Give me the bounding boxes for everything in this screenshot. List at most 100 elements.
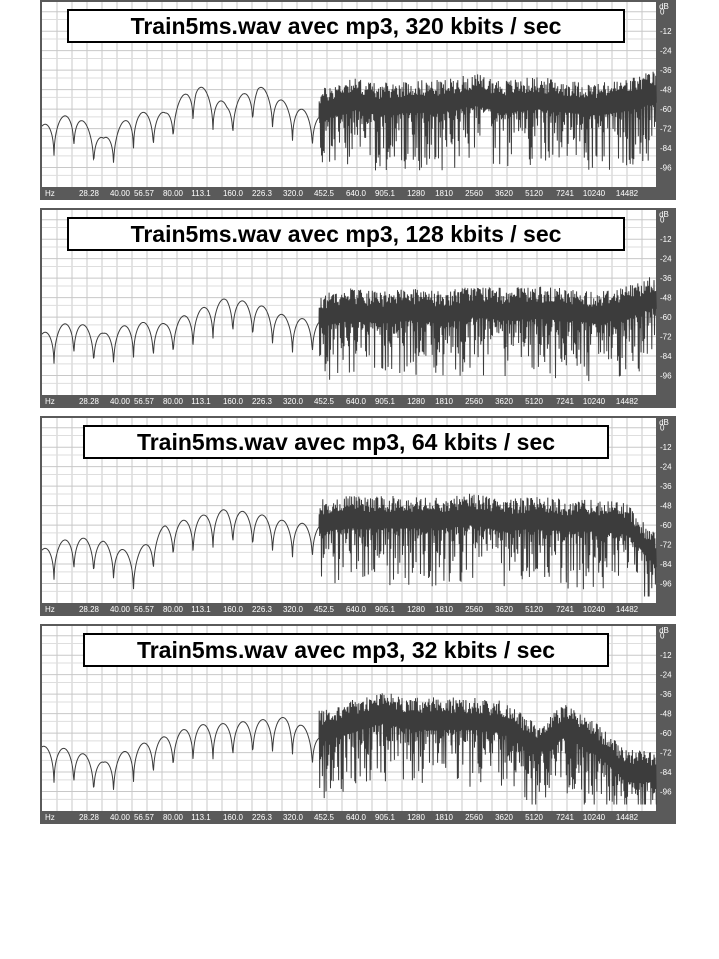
- x-tick-label: 160.0: [223, 189, 244, 198]
- x-tick-label: 56.57: [134, 189, 155, 198]
- x-tick-label: 2560: [465, 605, 483, 614]
- x-tick-label: 10240: [583, 397, 606, 406]
- x-tick-label: 2560: [465, 397, 483, 406]
- x-tick-label: 320.0: [283, 605, 304, 614]
- x-unit-label: Hz: [45, 397, 55, 406]
- x-tick-label: 1280: [407, 189, 425, 198]
- x-tick-label: 640.0: [346, 813, 367, 822]
- x-tick-label: 7241: [556, 189, 574, 198]
- x-tick-label: 640.0: [346, 189, 367, 198]
- x-tick-label: 640.0: [346, 397, 367, 406]
- x-tick-label: 14482: [616, 397, 639, 406]
- x-tick-label: 160.0: [223, 605, 244, 614]
- x-tick-label: 113.1: [191, 605, 211, 614]
- x-tick-label: 452.5: [314, 813, 335, 822]
- x-tick-label: 452.5: [314, 397, 335, 406]
- x-tick-label: 80.00: [163, 813, 184, 822]
- x-tick-label: 640.0: [346, 605, 367, 614]
- spectrum-panel-320: dB 0 -12 -24 -36 -48 -60 -72 -84 -96 Hz 28.28 40.00 5…: [40, 0, 676, 200]
- x-tick-label: 28.28: [79, 813, 100, 822]
- x-tick-label: 160.0: [223, 397, 244, 406]
- spectrum-trace: [41, 693, 657, 805]
- spectrum-panel-64: dB 0 -12 -24 -36 -48 -60 -72 -84 -96 Hz 28.28 40.00 5…: [40, 416, 676, 616]
- y-tick-label: -24: [660, 255, 672, 264]
- x-tick-label: 56.57: [134, 605, 155, 614]
- x-tick-label: 40.00: [110, 397, 131, 406]
- x-tick-label: 56.57: [134, 397, 155, 406]
- x-tick-label: 7241: [556, 813, 574, 822]
- x-tick-label: 905.1: [375, 605, 396, 614]
- x-tick-label: 3620: [495, 813, 513, 822]
- x-tick-label: 7241: [556, 397, 574, 406]
- y-unit-label: dB: [659, 418, 669, 427]
- y-tick-label: -36: [660, 482, 672, 491]
- y-tick-label: 0: [660, 632, 665, 641]
- x-tick-label: 5120: [525, 813, 543, 822]
- y-tick-label: -84: [660, 352, 672, 361]
- x-tick-label: 28.28: [79, 605, 100, 614]
- y-tick-label: -60: [660, 105, 672, 114]
- x-tick-label: 80.00: [163, 605, 184, 614]
- x-tick-label: 40.00: [110, 189, 131, 198]
- y-tick-label: 0: [660, 8, 665, 17]
- y-tick-label: -84: [660, 768, 672, 777]
- spectrum-trace: [41, 277, 657, 382]
- x-tick-label: 226.3: [252, 605, 273, 614]
- spectrum-panel-128: dB 0 -12 -24 -36 -48 -60 -72 -84 -96 Hz 28.28 40.00 5…: [40, 208, 676, 408]
- x-tick-label: 10240: [583, 813, 606, 822]
- y-tick-label: -72: [660, 749, 672, 758]
- y-unit-label: dB: [659, 2, 669, 11]
- spectrum-trace: [41, 71, 657, 171]
- y-tick-label: -48: [660, 294, 672, 303]
- x-tick-label: 1280: [407, 605, 425, 614]
- x-tick-label: 113.1: [191, 397, 211, 406]
- x-tick-label: 14482: [616, 605, 639, 614]
- x-tick-label: 1810: [435, 813, 453, 822]
- x-tick-label: 28.28: [79, 397, 100, 406]
- y-unit-label: dB: [659, 626, 669, 635]
- x-tick-label: 113.1: [191, 813, 211, 822]
- x-unit-label: Hz: [45, 813, 55, 822]
- x-tick-label: 5120: [525, 397, 543, 406]
- x-tick-label: 40.00: [110, 605, 131, 614]
- x-unit-label: Hz: [45, 189, 55, 198]
- y-tick-label: -24: [660, 463, 672, 472]
- chart-title: Train5ms.wav avec mp3, 32 kbits / sec: [83, 633, 609, 667]
- y-tick-label: -12: [660, 27, 672, 36]
- x-tick-label: 905.1: [375, 189, 396, 198]
- y-tick-label: -72: [660, 333, 672, 342]
- x-tick-label: 1280: [407, 397, 425, 406]
- x-tick-label: 3620: [495, 189, 513, 198]
- x-tick-label: 56.57: [134, 813, 155, 822]
- x-tick-label: 5120: [525, 605, 543, 614]
- x-tick-label: 320.0: [283, 189, 304, 198]
- y-tick-label: -60: [660, 313, 672, 322]
- x-tick-label: 7241: [556, 605, 574, 614]
- x-tick-label: 1280: [407, 813, 425, 822]
- x-tick-label: 160.0: [223, 813, 244, 822]
- y-tick-label: -36: [660, 690, 672, 699]
- y-tick-label: -96: [660, 580, 672, 589]
- x-tick-label: 10240: [583, 189, 606, 198]
- x-tick-label: 226.3: [252, 397, 273, 406]
- y-tick-label: -36: [660, 66, 672, 75]
- y-tick-label: -96: [660, 164, 672, 173]
- x-unit-label: Hz: [45, 605, 55, 614]
- x-tick-label: 320.0: [283, 397, 304, 406]
- y-tick-label: 0: [660, 424, 665, 433]
- chart-title: Train5ms.wav avec mp3, 128 kbits / sec: [67, 217, 625, 251]
- x-tick-label: 80.00: [163, 189, 184, 198]
- y-tick-label: -60: [660, 521, 672, 530]
- x-tick-label: 3620: [495, 397, 513, 406]
- y-tick-label: -84: [660, 560, 672, 569]
- x-tick-label: 14482: [616, 189, 639, 198]
- x-tick-label: 1810: [435, 605, 453, 614]
- y-tick-label: -12: [660, 443, 672, 452]
- x-tick-label: 226.3: [252, 189, 273, 198]
- x-tick-label: 2560: [465, 813, 483, 822]
- y-tick-label: -72: [660, 541, 672, 550]
- y-tick-label: -12: [660, 235, 672, 244]
- chart-title: Train5ms.wav avec mp3, 320 kbits / sec: [67, 9, 625, 43]
- y-tick-label: -24: [660, 671, 672, 680]
- y-tick-label: -24: [660, 47, 672, 56]
